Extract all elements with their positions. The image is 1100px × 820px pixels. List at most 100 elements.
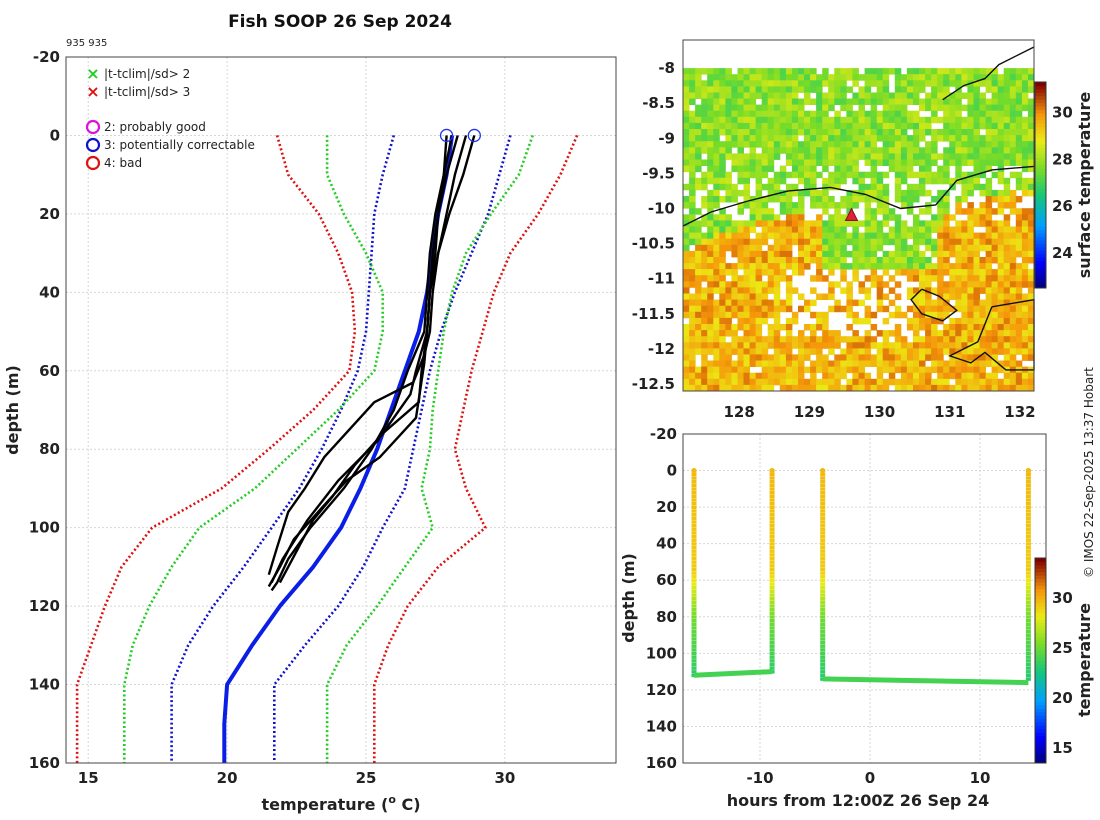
map-cell	[822, 378, 829, 386]
map-cell	[961, 354, 968, 361]
map-cell	[828, 202, 835, 209]
map-cell	[689, 348, 696, 355]
map-cell	[937, 305, 944, 313]
depth-time-cast-point	[691, 589, 697, 594]
map-cell	[689, 384, 696, 392]
map-cell	[919, 74, 926, 81]
map-cell	[961, 153, 968, 160]
depth-time-cast-point	[820, 509, 826, 513]
map-cell	[955, 80, 962, 87]
map-cell	[773, 275, 781, 282]
map-cell	[943, 165, 950, 173]
map-cell	[1003, 183, 1011, 191]
map-cell	[985, 153, 993, 160]
map-cell	[773, 214, 781, 221]
map-cell	[743, 348, 750, 355]
map-cell	[1021, 269, 1029, 276]
map-cell	[961, 348, 968, 355]
map-cell	[997, 202, 1005, 209]
map-cell	[967, 232, 974, 240]
map-cell	[1009, 305, 1017, 313]
profile-ytick-label: 100	[29, 519, 60, 537]
map-cell	[755, 324, 763, 331]
depth-time-cast-point	[769, 622, 775, 626]
map-cell	[713, 104, 720, 112]
legend-o-label: 4: bad	[104, 156, 142, 170]
map-cell	[846, 287, 853, 294]
map-cell	[725, 263, 732, 270]
map-cell	[937, 208, 944, 215]
map-cell	[828, 196, 835, 203]
map-cell	[755, 189, 763, 197]
map-cell	[943, 104, 950, 112]
map-cell	[749, 378, 757, 386]
map-cell	[846, 129, 853, 136]
map-cell	[913, 86, 920, 93]
map-cell	[804, 336, 811, 343]
map-cell	[798, 129, 805, 136]
map-cell	[834, 147, 841, 154]
depth-time-cast-point	[769, 662, 775, 667]
map-cell	[906, 74, 914, 81]
map-cell	[888, 226, 896, 233]
map-cell	[834, 366, 841, 374]
map-cell	[1027, 348, 1035, 355]
map-cell	[828, 330, 835, 337]
map-cell	[773, 317, 781, 325]
depth-time-cast-point	[769, 490, 775, 495]
map-cell	[900, 159, 908, 166]
map-cell	[979, 116, 986, 124]
map-cell	[1021, 129, 1029, 136]
map-cell	[870, 281, 878, 288]
depth-time-cast-point	[691, 662, 697, 667]
map-cell	[943, 135, 950, 142]
map-cell	[961, 281, 968, 288]
map-cell	[798, 226, 805, 233]
map-cell	[906, 141, 914, 148]
map-cell	[804, 177, 811, 185]
map-cell	[701, 330, 708, 337]
map-cell	[719, 104, 726, 112]
map-cell	[834, 110, 841, 118]
map-cell	[719, 354, 726, 361]
map-cell	[858, 98, 865, 105]
map-cell	[949, 269, 956, 276]
map-cell	[1009, 171, 1017, 179]
map-cell	[761, 214, 769, 221]
map-cell	[882, 366, 890, 374]
map-cell	[791, 366, 799, 374]
map-cell	[840, 275, 847, 282]
depth-time-xlabel: hours from 12:00Z 26 Sep 24	[727, 791, 989, 810]
map-cell	[906, 116, 914, 124]
map-cell	[979, 330, 986, 337]
map-cell	[858, 92, 865, 99]
map-cell	[834, 250, 841, 258]
map-cell	[755, 244, 763, 252]
depth-time-cast-point	[691, 597, 697, 601]
depth-time-cast-point	[769, 538, 775, 542]
map-cell	[894, 336, 902, 343]
map-cell	[822, 68, 829, 75]
map-cell	[919, 257, 926, 264]
map-cell	[773, 98, 781, 105]
map-cell	[997, 232, 1005, 240]
map-cell	[870, 263, 878, 270]
depth-time-cast-point	[1025, 523, 1031, 528]
map-cell	[701, 287, 708, 294]
depth-time-cast-point	[769, 659, 775, 663]
map-cell	[961, 220, 968, 227]
map-cell	[949, 244, 956, 252]
map-cell	[967, 348, 974, 355]
map-cell	[888, 110, 896, 118]
map-cell	[943, 232, 950, 240]
map-cell	[683, 202, 690, 209]
map-cell	[870, 354, 878, 361]
map-cell	[870, 153, 878, 160]
map-cell	[761, 281, 769, 288]
map-cell	[773, 378, 781, 386]
map-cell	[785, 238, 793, 246]
map-cell	[979, 305, 986, 313]
map-cell	[943, 324, 950, 331]
map-cell	[906, 226, 914, 233]
map-cell	[810, 384, 817, 392]
